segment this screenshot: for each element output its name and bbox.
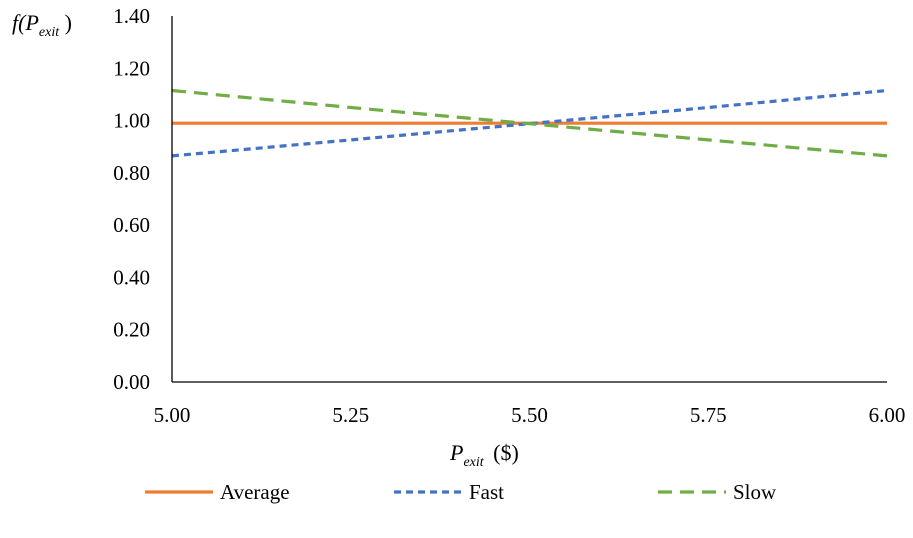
y-axis-label: f(Pexit ) — [12, 10, 72, 40]
x-label-rest: ($) — [488, 440, 519, 465]
y-label-prefix: f( — [12, 10, 27, 35]
series-line-slow — [171, 88, 888, 158]
x-label-main: P — [449, 440, 463, 465]
legend: Average Fast Slow — [145, 480, 777, 504]
legend-label-slow: Slow — [733, 480, 777, 504]
y-label-main: P — [24, 10, 38, 35]
x-tick-label: 6.00 — [869, 403, 906, 427]
legend-label-average: Average — [220, 480, 290, 504]
y-tick-label: 0.40 — [113, 265, 150, 289]
y-tick-label: 0.80 — [113, 161, 150, 185]
y-axis-ticks: 0.00 0.20 0.40 0.60 0.80 1.00 1.20 1.40 — [113, 4, 150, 394]
y-tick-label: 1.40 — [113, 4, 150, 28]
series-lines — [171, 88, 888, 158]
y-tick-label: 1.00 — [113, 109, 150, 133]
x-tick-label: 5.00 — [154, 403, 191, 427]
y-tick-label: 0.60 — [113, 213, 150, 237]
x-tick-label: 5.75 — [690, 403, 727, 427]
x-axis-label: Pexit ($) — [449, 440, 519, 470]
y-tick-label: 0.20 — [113, 318, 150, 342]
x-label-sub: exit — [463, 455, 484, 470]
y-label-sub: exit — [39, 25, 60, 40]
legend-label-fast: Fast — [469, 480, 504, 504]
x-tick-label: 5.50 — [511, 403, 548, 427]
x-axis-ticks: 5.00 5.25 5.50 5.75 6.00 — [154, 403, 906, 427]
y-tick-label: 1.20 — [113, 56, 150, 80]
y-tick-label: 0.00 — [113, 370, 150, 394]
x-tick-label: 5.25 — [332, 403, 369, 427]
y-label-suffix: ) — [59, 10, 72, 35]
